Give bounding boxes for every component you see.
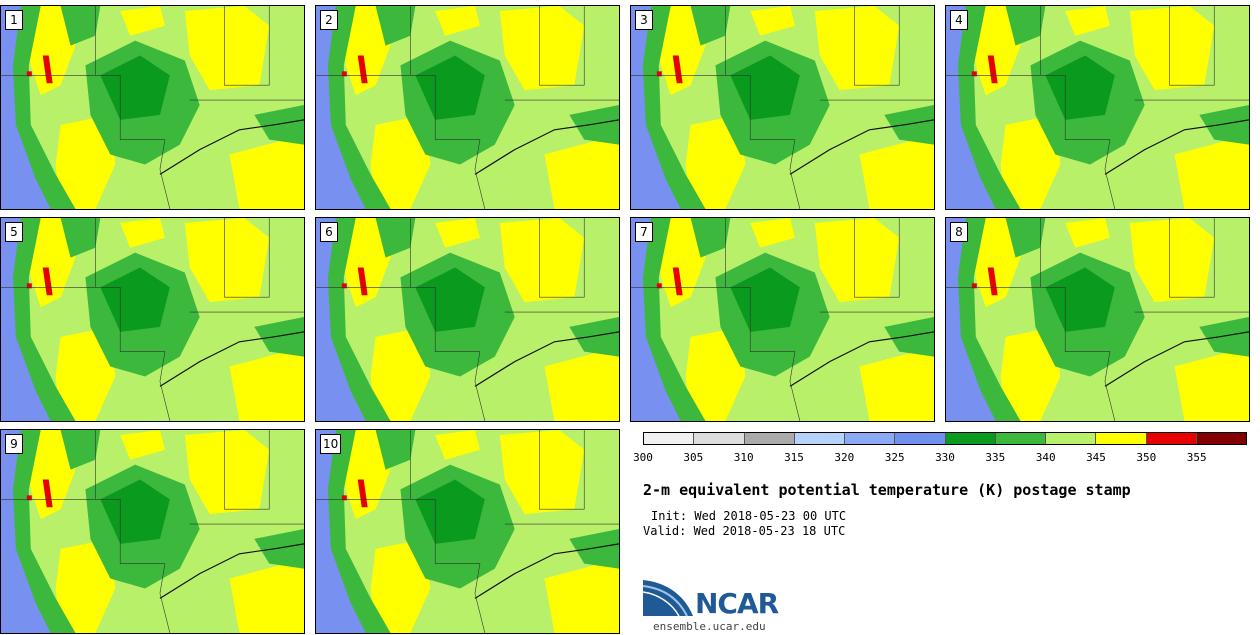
member-panel-10: 10 (315, 429, 620, 634)
member-map (316, 430, 619, 633)
colorbar-segment (895, 433, 946, 444)
colorbar-segment (995, 433, 1046, 444)
colorbar-tick-label: 315 (784, 451, 804, 464)
ncar-logo-icon (643, 580, 693, 617)
member-panel-2: 2 (315, 5, 620, 210)
colorbar-segment (644, 433, 695, 444)
member-map (1, 218, 304, 421)
colorbar-segment (845, 433, 896, 444)
colorbar-segment (694, 433, 745, 444)
member-number: 9 (5, 434, 23, 454)
colorbar-segment (1096, 433, 1147, 444)
colorbar-segment (744, 433, 795, 444)
member-number: 10 (320, 434, 342, 454)
member-map (946, 6, 1249, 209)
colorbar-segment (945, 433, 996, 444)
valid-time: Valid: Wed 2018-05-23 18 UTC (643, 524, 846, 538)
colorbar-tick-label: 325 (884, 451, 905, 464)
member-map (1, 6, 304, 209)
colorbar (643, 432, 1247, 445)
colorbar-tick-label: 345 (1086, 451, 1106, 464)
member-number: 3 (635, 10, 653, 30)
init-time: Init: Wed 2018-05-23 00 UTC (651, 509, 847, 523)
member-number: 7 (635, 222, 653, 242)
member-panel-3: 3 (630, 5, 935, 210)
member-panel-4: 4 (945, 5, 1250, 210)
colorbar-tick-label: 330 (935, 451, 955, 464)
member-map (316, 6, 619, 209)
colorbar-tick-label: 305 (683, 451, 704, 464)
colorbar-tick-label: 340 (1035, 451, 1056, 464)
member-number: 5 (5, 222, 23, 242)
colorbar-tick-label: 300 (633, 451, 653, 464)
member-map (631, 218, 934, 421)
colorbar-tick-label: 310 (733, 451, 754, 464)
member-panel-1: 1 (0, 5, 305, 210)
member-panel-8: 8 (945, 217, 1250, 422)
logo-text: NCAR (695, 587, 779, 620)
member-panel-9: 9 (0, 429, 305, 634)
member-map (946, 218, 1249, 421)
member-map (631, 6, 934, 209)
colorbar-segment (1146, 433, 1197, 444)
figure-title: 2-m equivalent potential temperature (K)… (643, 481, 1131, 499)
colorbar-tick-label: 320 (834, 451, 855, 464)
member-number: 6 (320, 222, 338, 242)
member-panel-7: 7 (630, 217, 935, 422)
colorbar-tick-label: 335 (985, 451, 1006, 464)
member-number: 8 (950, 222, 968, 242)
member-number: 1 (5, 10, 23, 30)
colorbar-segment (1046, 433, 1097, 444)
member-map (316, 218, 619, 421)
member-map (1, 430, 304, 633)
member-number: 2 (320, 10, 338, 30)
colorbar-segment (1196, 433, 1246, 444)
member-panel-5: 5 (0, 217, 305, 422)
member-number: 4 (950, 10, 968, 30)
colorbar-tick-label: 355 (1186, 451, 1207, 464)
member-panel-6: 6 (315, 217, 620, 422)
colorbar-segment (794, 433, 845, 444)
colorbar-tick-label: 350 (1136, 451, 1157, 464)
logo-url: ensemble.ucar.edu (653, 620, 766, 633)
